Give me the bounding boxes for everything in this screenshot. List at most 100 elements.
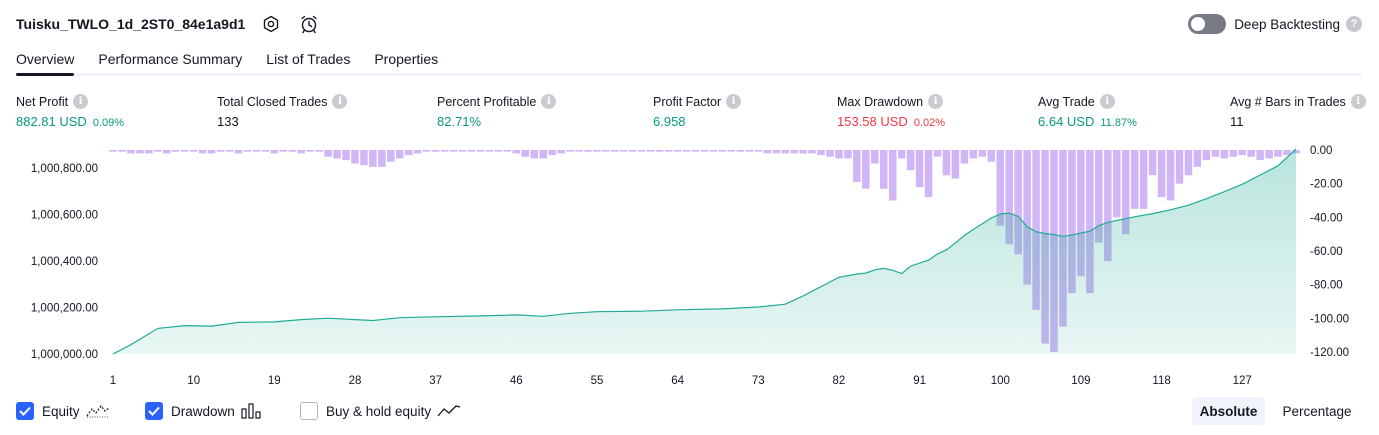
drawdown-bar (575, 150, 583, 152)
gear-icon-glyph (264, 15, 279, 33)
drawdown-bar (431, 150, 440, 152)
tab-performance-summary[interactable]: Performance Summary (98, 50, 243, 67)
drawdown-bar (118, 150, 126, 152)
drawdown-bar (763, 150, 771, 154)
drawdown-bar (557, 150, 565, 154)
drawdown-bar (1104, 150, 1112, 262)
drawdown-bar (261, 150, 270, 152)
info-icon[interactable]: i (726, 94, 742, 109)
x-tick-label: 100 (991, 375, 1010, 387)
metric-label: Net Profit (16, 94, 69, 109)
drawdown-bar (404, 150, 413, 156)
percentage-button[interactable]: Percentage (1282, 403, 1352, 419)
drawdown-tick-label: -60.00 (1310, 246, 1343, 258)
drawdown-bar (467, 150, 476, 152)
drawdown-bar (709, 150, 718, 152)
drawdown-toggle[interactable]: Drawdown (145, 400, 261, 422)
drawdown-bar (449, 150, 458, 152)
deep-backtesting-toggle[interactable] (1188, 14, 1227, 34)
info-icon[interactable]: i (1350, 94, 1366, 109)
drawdown-bar (154, 150, 162, 152)
drawdown-bar (315, 150, 323, 152)
equity-drawdown-chart[interactable]: 1,000,000.00 1,000,200.00 1,000,400.00 1,00… (0, 140, 1379, 392)
absolute-button[interactable]: Absolute (1192, 397, 1265, 425)
drawdown-bar (189, 150, 198, 152)
drawdown-bar (969, 150, 978, 159)
chart-controls: Equity Drawdown Buy & hold equity (16, 397, 1362, 425)
drawdown-bar (1086, 150, 1094, 294)
drawdown-bar (772, 150, 780, 154)
buy-hold-toggle[interactable]: Buy & hold equity (300, 400, 461, 422)
metric-max-drawdown: Max Drawdown i 153.58 USD 0.02% (837, 93, 945, 130)
drawdown-bar (638, 150, 646, 152)
info-icon[interactable]: i (332, 94, 348, 109)
metric-avg-bars-in-trades: Avg # Bars in Trades i 11 (1230, 93, 1366, 130)
drawdown-bar (171, 150, 180, 152)
drawdown-checkbox[interactable] (145, 402, 163, 420)
info-icon[interactable]: i (1099, 94, 1115, 109)
metric-net-profit: Net Profit i 882.81 USD 0.09% (16, 93, 124, 130)
info-icon[interactable]: i (541, 94, 557, 109)
buy-hold-checkbox[interactable] (300, 402, 318, 420)
x-tick-label: 19 (268, 375, 281, 387)
drawdown-bar (476, 150, 485, 152)
info-icon[interactable]: i (928, 94, 944, 109)
drawdown-bar (987, 150, 996, 162)
alarm-clock-icon[interactable] (297, 12, 321, 36)
metric-label: Avg Trade (1038, 94, 1095, 109)
drawdown-tick-label: -80.00 (1310, 280, 1343, 292)
drawdown-bar (853, 150, 861, 182)
drawdown-bar (1193, 150, 1202, 167)
metric-value: 6.64 USD (1038, 114, 1095, 129)
drawdown-bar (1068, 150, 1076, 294)
drawdown-axis: 0.00 -20.00 -40.00 -60.00 -80.00 -100.00 -120.… (1310, 145, 1349, 359)
tab-list-of-trades[interactable]: List of Trades (266, 50, 351, 67)
help-icon[interactable]: ? (1346, 16, 1362, 32)
drawdown-bar (978, 150, 987, 157)
drawdown-bar (503, 150, 512, 152)
drawdown-bar (897, 150, 906, 159)
drawdown-tick-label: -120.00 (1310, 347, 1349, 359)
drawdown-bar (602, 150, 610, 152)
drawdown-bar (387, 150, 395, 162)
drawdown-label: Drawdown (171, 403, 235, 419)
tab-properties[interactable]: Properties (374, 50, 439, 67)
metric-value: 882.81 USD (16, 114, 87, 129)
drawdown-bar (458, 150, 467, 152)
metric-percent: 11.87% (1100, 117, 1137, 129)
metric-value: 11 (1230, 114, 1244, 129)
info-icon[interactable]: i (73, 94, 89, 109)
tab-overview[interactable]: Overview (16, 44, 75, 76)
drawdown-bar (718, 150, 727, 152)
drawdown-bar (163, 150, 171, 154)
drawdown-bar (566, 150, 574, 152)
drawdown-bar (225, 150, 234, 152)
drawdown-bar (835, 150, 843, 159)
drawdown-bar (879, 150, 888, 189)
equity-checkbox[interactable] (16, 402, 34, 420)
equity-label: Equity (42, 403, 80, 419)
equity-axis: 1,000,000.00 1,000,200.00 1,000,400.00 1,00… (31, 163, 98, 361)
drawdown-bar (1130, 150, 1139, 209)
metric-label: Total Closed Trades (217, 94, 328, 109)
metric-value: 133 (217, 114, 239, 129)
drawdown-bar (333, 150, 341, 159)
drawdown-bar (145, 150, 153, 154)
drawdown-bar (1202, 150, 1211, 161)
drawdown-tick-label: 0.00 (1310, 145, 1332, 157)
gear-icon[interactable] (259, 12, 283, 36)
x-tick-label: 91 (913, 375, 926, 387)
drawdown-bar (180, 150, 189, 152)
drawdown-bar (1023, 150, 1031, 285)
drawdown-bar (593, 150, 601, 152)
equity-line-icon (86, 404, 110, 418)
drawdown-bar (1005, 150, 1013, 245)
drawdown-bar (781, 150, 789, 154)
x-tick-label: 46 (510, 375, 523, 387)
x-tick-label: 10 (187, 375, 200, 387)
drawdown-bar (1274, 150, 1282, 157)
drawdown-bar (996, 150, 1005, 226)
x-tick-label: 28 (349, 375, 362, 387)
drawdown-tick-label: -20.00 (1310, 179, 1343, 191)
equity-toggle[interactable]: Equity (16, 400, 110, 422)
